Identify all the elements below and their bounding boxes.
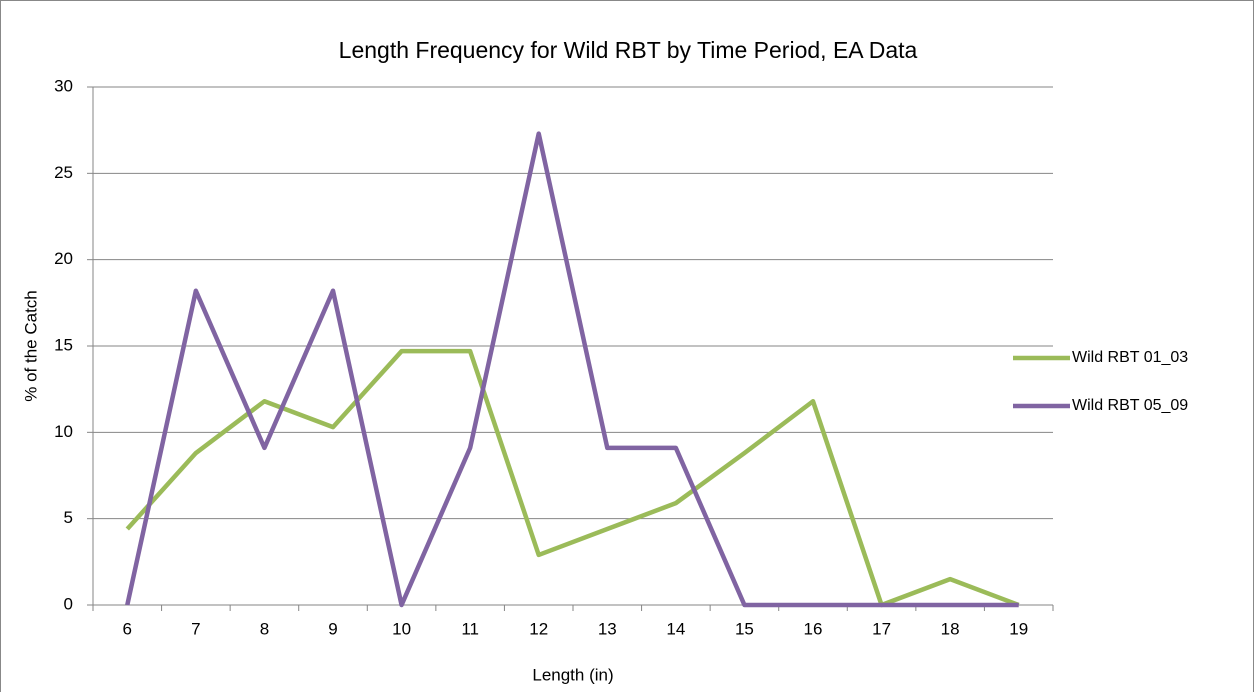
x-tick-label: 14 [666,619,685,638]
legend-label: Wild RBT 05_09 [1072,397,1188,414]
y-tick-label: 25 [54,163,73,182]
y-tick-label: 30 [54,76,73,95]
y-tick-label: 15 [54,335,73,354]
legend-label: Wild RBT 01_03 [1072,349,1188,366]
x-tick-label: 18 [941,619,960,638]
x-tick-label: 11 [461,619,479,638]
x-tick-label: 16 [804,619,823,638]
y-tick-label: 20 [54,249,73,268]
x-tick-label: 7 [191,619,200,638]
y-tick-label: 5 [64,508,73,527]
x-tick-label: 19 [1009,619,1028,638]
y-tick-label: 0 [64,594,73,613]
y-tick-label: 10 [54,422,73,441]
series-line [125,348,1020,608]
x-tick-label: 9 [328,619,337,638]
x-tick-label: 10 [392,619,411,638]
x-tick-label: 6 [123,619,132,638]
x-tick-label: 12 [529,619,548,638]
x-axis-label: Length (in) [532,665,613,684]
x-tick-label: 8 [260,619,269,638]
chart-title: Length Frequency for Wild RBT by Time Pe… [339,37,918,63]
x-tick-label: 17 [872,619,891,638]
y-axis-label: % of the Catch [21,290,40,402]
x-tick-label: 15 [735,619,754,638]
x-tick-label: 13 [598,619,617,638]
series-line [125,131,1019,608]
